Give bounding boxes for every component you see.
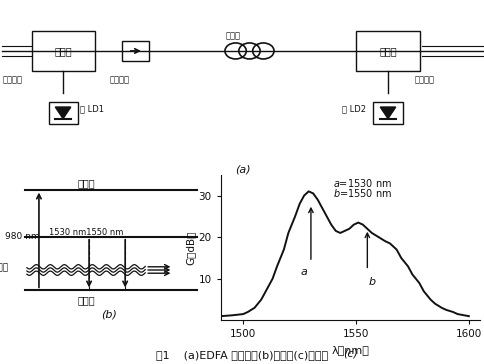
Text: 耦合器: 耦合器 [378,46,396,56]
Bar [373,102,402,124]
Y-axis label: G（dB）: G（dB） [185,230,196,265]
Bar [356,31,419,71]
Bar [48,102,77,124]
Text: 耦合器: 耦合器 [54,46,72,56]
Text: 信号光: 信号光 [0,263,9,272]
Text: $a$=1530 nm: $a$=1530 nm [333,177,392,189]
Bar [31,31,94,71]
Text: (c): (c) [342,349,357,359]
Text: 光隔离器: 光隔离器 [109,75,129,84]
Text: 低能级: 低能级 [77,295,94,305]
Text: a: a [300,266,307,277]
Text: 图1    (a)EDFA 的结构；(b)能级；(c)增益谱: 图1 (a)EDFA 的结构；(b)能级；(c)增益谱 [156,350,328,360]
Text: 铒光纤: 铒光纤 [225,31,240,40]
Text: 1530 nm1550 nm: 1530 nm1550 nm [49,228,123,237]
Text: 高能级: 高能级 [77,178,94,189]
Text: 980 nm: 980 nm [5,232,39,241]
Polygon shape [55,107,71,119]
Text: 信号输入: 信号输入 [2,75,22,84]
Text: 信号输入: 信号输入 [414,75,434,84]
Text: 泵 LD1: 泵 LD1 [80,104,104,113]
Polygon shape [379,107,395,119]
Text: (b): (b) [101,309,117,319]
Text: 泵 LD2: 泵 LD2 [341,104,365,113]
X-axis label: λ（nm）: λ（nm） [331,345,369,355]
Bar [122,41,149,61]
Text: $b$=1550 nm: $b$=1550 nm [333,187,392,199]
Text: b: b [367,277,375,287]
Text: (a): (a) [234,165,250,175]
